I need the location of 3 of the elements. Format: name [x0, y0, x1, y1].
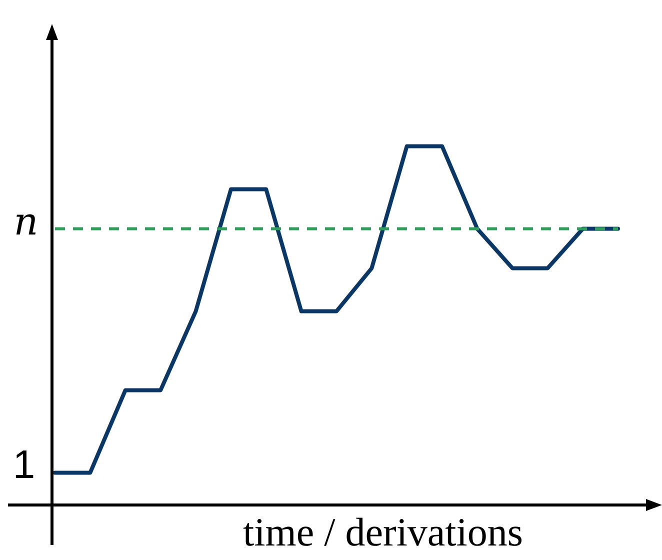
x-axis-title: time / derivations [243, 510, 523, 554]
annotation: 1 [12, 443, 36, 488]
ref-line-label: n [14, 200, 38, 244]
